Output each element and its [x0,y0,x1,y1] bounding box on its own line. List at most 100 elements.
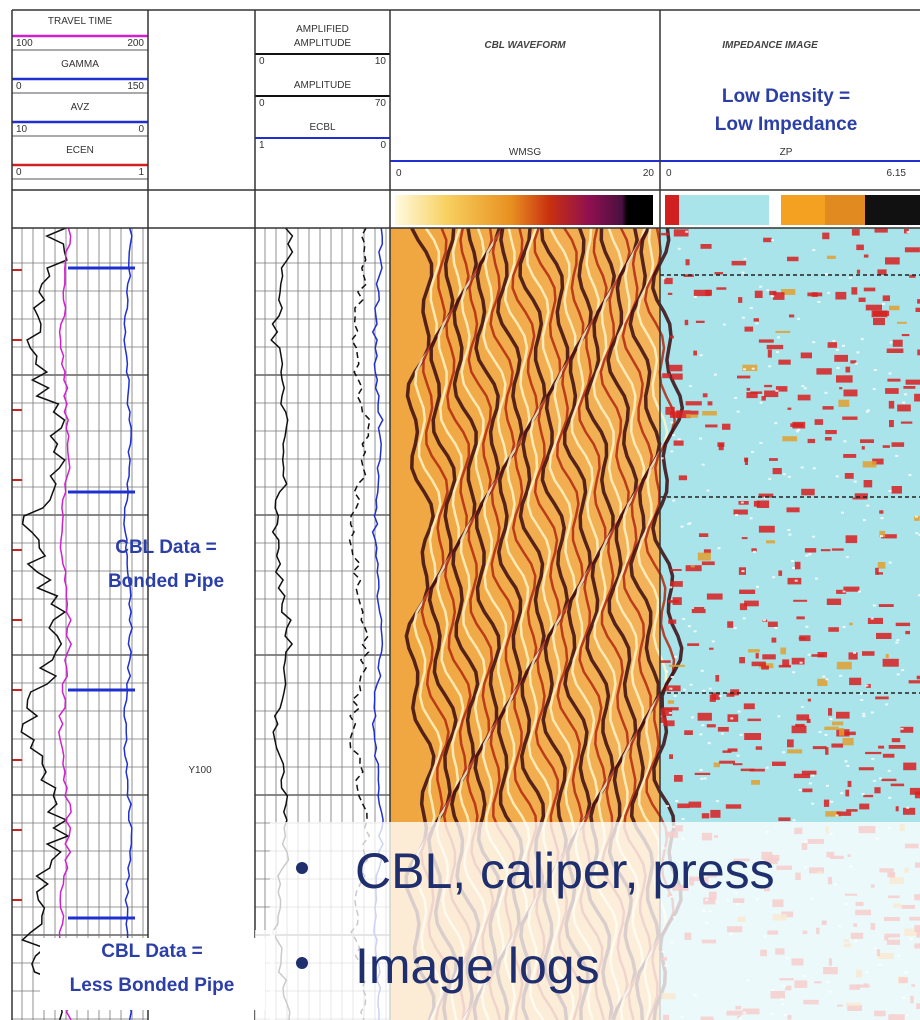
impedance-speck-light [856,351,859,353]
impedance-speckle [782,436,797,441]
impedance-speckle [737,376,750,379]
impedance-speck-light [742,570,745,572]
impedance-speck-light [829,718,832,720]
impedance-speck-light [885,703,888,705]
impedance-speckle [832,548,844,550]
impedance-speckle [846,535,858,543]
impedance-speck-light [862,713,865,715]
impedance-speck-light [849,277,852,279]
impedance-speck-light [880,535,883,537]
impedance-speckle [718,727,729,732]
impedance-speck-light [855,363,858,365]
impedance-speck-light [712,640,715,642]
impedance-speck-light [737,755,740,757]
impedance-speckle [824,800,829,807]
impedance-speckle [677,804,689,809]
impedance-speckle [707,724,716,727]
impedance-speckle [843,454,856,458]
impedance-speck-light [842,345,845,347]
impedance-speckle [876,633,892,639]
impedance-speck-light [797,429,800,431]
impedance-speck-light [700,769,703,771]
impedance-speckle [690,411,698,415]
impedance-speckle [696,321,705,323]
impedance-speckle [701,244,712,249]
impedance-speckle [716,287,726,290]
impedance-speckle [679,475,687,480]
impedance-speckle [799,637,806,639]
impedance-speck-light [700,778,703,780]
impedance-speck-light [678,438,681,440]
impedance-speck-light [777,336,780,338]
impedance-speckle [914,394,920,402]
impedance-speckle [694,290,711,296]
impedance-speckle [787,749,802,753]
impedance-speckle [670,581,682,587]
impedance-speckle [816,368,831,374]
color-bar-cell [781,195,825,225]
impedance-speckle [892,486,902,494]
impedance-speckle [768,622,778,627]
impedance-speckle [663,720,674,726]
scale-left: 0 [396,168,402,179]
impedance-speckle [768,350,772,358]
curve-title: ECBL [309,122,336,133]
impedance-speckle [776,331,791,333]
impedance-speck-light [871,712,874,714]
impedance-speckle [843,587,859,592]
impedance-speck-light [759,442,762,444]
track-note: Low Density = [722,86,850,107]
impedance-speckle [670,336,674,339]
impedance-speck-light [734,627,737,629]
impedance-speck-light [666,805,669,807]
impedance-speck-light [830,801,833,803]
curve-title: GAMMA [61,59,99,70]
impedance-speck-light [888,797,891,799]
impedance-speckle [754,501,760,507]
impedance-speckle [699,533,708,537]
scale-left: 0 [16,81,22,92]
impedance-speck-light [737,411,740,413]
impedance-speck-light [735,514,738,516]
impedance-speck-light [862,715,865,717]
impedance-speckle [702,561,715,565]
scale-right: 10 [375,56,387,67]
impedance-speckle [863,461,877,467]
impedance-speck-light [670,422,673,424]
impedance-speckle [767,345,784,349]
impedance-speck-light [741,502,744,504]
impedance-speckle [668,700,674,704]
impedance-speck-light [756,586,759,588]
impedance-speck-light [678,248,681,250]
impedance-speck-light [743,368,746,370]
track-title: CBL WAVEFORM [484,40,566,51]
impedance-speck-light [760,402,763,404]
impedance-speck-light [751,451,754,453]
impedance-speckle [837,812,852,816]
impedance-speck-light [902,402,905,404]
impedance-speckle [824,727,838,730]
scale-right: 150 [127,81,144,92]
impedance-speckle [827,599,841,605]
impedance-speckle [813,746,827,749]
impedance-speckle [687,643,699,646]
scale-left: 10 [16,124,28,135]
mnemonic: WMSG [509,147,541,158]
impedance-speckle [662,373,670,378]
impedance-speck-light [805,555,808,557]
impedance-speck-light [832,340,835,342]
impedance-speckle [875,568,879,575]
bullet-dot [296,862,308,874]
impedance-speck-light [690,684,693,686]
impedance-speck-light [709,688,712,690]
impedance-speckle [807,719,811,723]
impedance-speckle [886,654,889,658]
impedance-speckle [746,392,757,398]
impedance-speckle [744,733,761,740]
impedance-speck-light [813,467,816,469]
impedance-speckle [859,298,866,302]
impedance-speck-light [768,365,771,367]
impedance-speckle [751,780,760,785]
impedance-speckle [798,395,811,401]
impedance-speckle [787,257,799,262]
